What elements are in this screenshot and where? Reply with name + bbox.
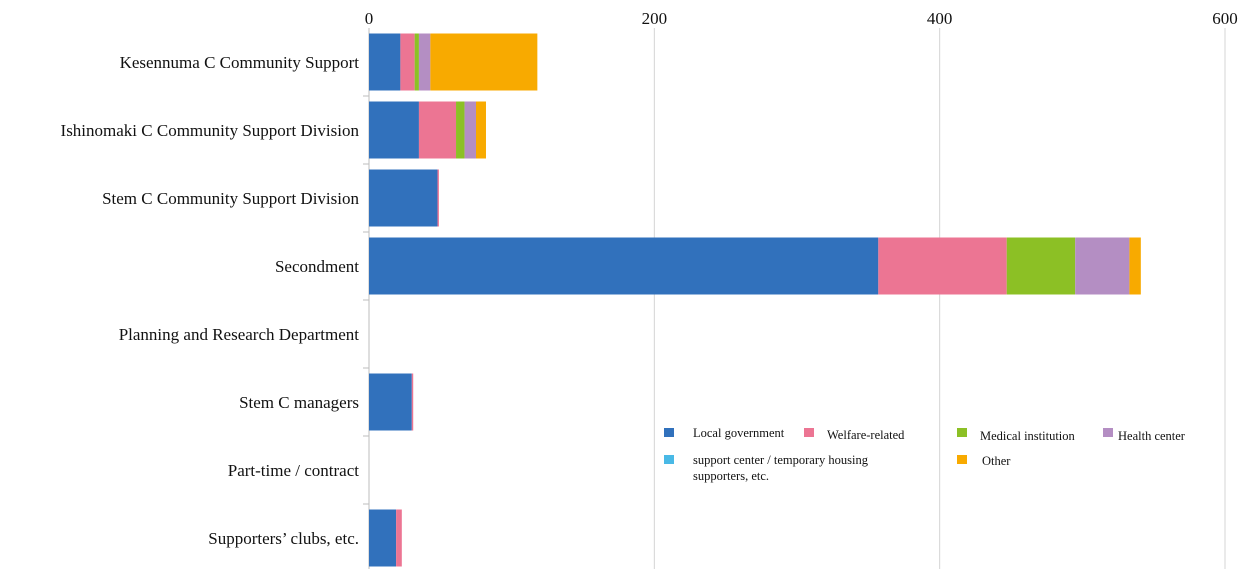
bar-segment bbox=[430, 33, 538, 91]
bar-segment bbox=[1006, 237, 1076, 295]
legend-swatch bbox=[957, 455, 967, 464]
x-tick-label-600: 600 bbox=[1212, 9, 1238, 28]
legend-swatch bbox=[1103, 428, 1113, 437]
bar-segment bbox=[369, 101, 419, 159]
bar-segment bbox=[1129, 237, 1141, 295]
category-label: Ishinomaki C Community Support Division bbox=[61, 121, 360, 140]
legend-swatch bbox=[664, 455, 674, 464]
bar-segment bbox=[1075, 237, 1130, 295]
bar-segment bbox=[418, 33, 431, 91]
bar-segment bbox=[369, 509, 397, 567]
bar-segment bbox=[369, 33, 401, 91]
x-tick-label-400: 400 bbox=[927, 9, 953, 28]
x-tick-label-200: 200 bbox=[642, 9, 668, 28]
gridlines bbox=[363, 28, 1226, 569]
legend-label: Other bbox=[982, 454, 1011, 468]
legend-label: Health center bbox=[1118, 429, 1186, 443]
bar-segment bbox=[369, 373, 412, 431]
category-label: Stem C managers bbox=[239, 393, 359, 412]
legend-label: support center / temporary housing suppor… bbox=[693, 453, 869, 483]
bar-segment bbox=[464, 101, 476, 159]
bar-segment bbox=[878, 237, 1007, 295]
bar-segment bbox=[414, 33, 419, 91]
legend: Local government Welfare-related Medical i… bbox=[664, 426, 1186, 483]
x-axis-ticks: 0 200 400 600 bbox=[365, 9, 1238, 28]
legend-swatch bbox=[664, 428, 674, 437]
category-label: Planning and Research Department bbox=[119, 325, 360, 344]
category-label: Part-time / contract bbox=[228, 461, 360, 480]
legend-swatch bbox=[804, 428, 814, 437]
category-label: Supporters’ clubs, etc. bbox=[208, 529, 359, 548]
bar-segment bbox=[476, 101, 486, 159]
bar-segment bbox=[369, 237, 879, 295]
bar-segment bbox=[396, 509, 402, 567]
legend-label: Local government bbox=[693, 426, 785, 440]
bar-segment bbox=[456, 101, 465, 159]
bar-segment bbox=[411, 373, 414, 431]
bar-segment bbox=[400, 33, 415, 91]
bar-segment bbox=[418, 101, 457, 159]
category-labels: Kesennuma C Community Support Ishinomaki … bbox=[61, 53, 360, 548]
legend-label: Welfare-related bbox=[827, 428, 905, 442]
legend-swatch bbox=[957, 428, 967, 437]
legend-label: Medical institution bbox=[980, 429, 1076, 443]
x-tick-label-0: 0 bbox=[365, 9, 374, 28]
category-label: Secondment bbox=[275, 257, 359, 276]
category-label: Stem C Community Support Division bbox=[102, 189, 359, 208]
bar-segment bbox=[437, 169, 439, 227]
category-label: Kesennuma C Community Support bbox=[120, 53, 360, 72]
bar-segment bbox=[369, 169, 438, 227]
bars bbox=[369, 33, 1141, 567]
